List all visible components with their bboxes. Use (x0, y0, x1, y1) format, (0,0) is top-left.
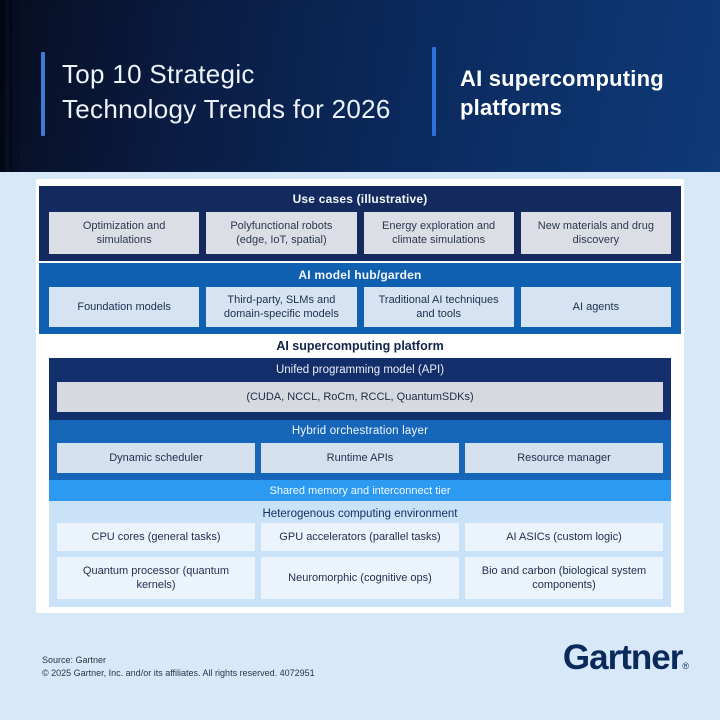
gartner-logo-text: Gartner (562, 638, 683, 677)
registered-trademark-icon: ® (682, 661, 689, 671)
use-cases-section: Use cases (illustrative) Optimization an… (39, 186, 681, 261)
trend-title-line2: platforms (460, 95, 563, 120)
model-hub-row: Foundation models Third-party, SLMs and … (49, 287, 671, 327)
orchestration-title: Hybrid orchestration layer (291, 425, 429, 437)
trend-title: AI supercomputing platforms (460, 64, 664, 122)
heterogenous-box: AI ASICs (custom logic) (465, 523, 663, 551)
platform-section-title: AI supercomputing platform (276, 339, 444, 353)
banner-streak (9, 0, 13, 172)
use-case-box: New materials and drug discovery (520, 212, 671, 254)
copyright-line: © 2025 Gartner, Inc. and/or its affiliat… (42, 668, 315, 678)
interconnect-tier: Shared memory and interconnect tier (49, 480, 671, 501)
use-cases-title: Use cases (illustrative) (292, 192, 428, 206)
report-title-line1: Top 10 Strategic (62, 59, 255, 89)
orchestration-box: Dynamic scheduler (57, 443, 255, 473)
orchestration-layer: Hybrid orchestration layer Dynamic sched… (49, 420, 671, 480)
heterogenous-box: CPU cores (general tasks) (57, 523, 255, 551)
heterogenous-row-1: CPU cores (general tasks) GPU accelerato… (57, 523, 663, 551)
footer-source: Source: Gartner © 2025 Gartner, Inc. and… (42, 654, 315, 680)
header-banner: Top 10 Strategic Technology Trends for 2… (0, 0, 720, 172)
source-line: Source: Gartner (42, 655, 107, 665)
model-hub-box: Third-party, SLMs and domain-specific mo… (206, 287, 357, 327)
banner-streak (0, 0, 5, 172)
heterogenous-box: GPU accelerators (parallel tasks) (261, 523, 459, 551)
heterogenous-box: Quantum processor (quantum kernels) (57, 557, 255, 599)
use-case-box: Optimization and simulations (49, 212, 200, 254)
use-case-box: Energy exploration and climate simulatio… (363, 212, 514, 254)
diagram-card: Use cases (illustrative) Optimization an… (36, 179, 684, 613)
heterogenous-box: Neuromorphic (cognitive ops) (261, 557, 459, 599)
title-divider-bar (432, 47, 436, 136)
use-case-box: Polyfunctional robots (edge, IoT, spatia… (206, 212, 357, 254)
use-cases-row: Optimization and simulations Polyfunctio… (49, 212, 671, 254)
model-hub-box: Foundation models (49, 287, 200, 327)
gartner-logo: Gartner® (563, 638, 689, 678)
model-hub-title: AI model hub/garden (298, 268, 422, 282)
banner-streak (17, 0, 19, 172)
unified-api-title: Unifed programming model (API) (275, 364, 445, 376)
report-title-line2: Technology Trends for 2026 (62, 94, 391, 124)
title-accent-bar (41, 52, 45, 136)
trend-title-line1: AI supercomputing (460, 66, 664, 91)
heterogenous-row-2: Quantum processor (quantum kernels) Neur… (57, 557, 663, 599)
model-hub-box: Traditional AI techniques and tools (363, 287, 514, 327)
unified-api-detail-box: (CUDA, NCCL, RoCm, RCCL, QuantumSDKs) (57, 382, 663, 412)
orchestration-box: Runtime APIs (261, 443, 459, 473)
model-hub-section: AI model hub/garden Foundation models Th… (39, 263, 681, 334)
model-hub-box: AI agents (520, 287, 671, 327)
heterogenous-title: Heterogenous computing environment (262, 508, 458, 520)
heterogenous-environment: Heterogenous computing environment CPU c… (49, 501, 671, 607)
heterogenous-box: Bio and carbon (biological system compon… (465, 557, 663, 599)
report-title: Top 10 Strategic Technology Trends for 2… (62, 57, 391, 127)
platform-container: Unifed programming model (API) (CUDA, NC… (49, 358, 671, 607)
orchestration-row: Dynamic scheduler Runtime APIs Resource … (57, 443, 663, 473)
orchestration-box: Resource manager (465, 443, 663, 473)
